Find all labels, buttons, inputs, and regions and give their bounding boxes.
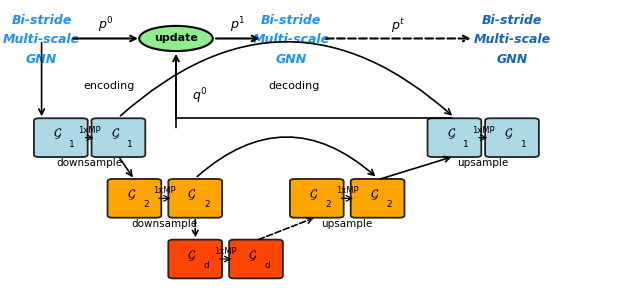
FancyBboxPatch shape xyxy=(485,118,539,157)
Text: 1xMP: 1xMP xyxy=(154,186,176,195)
Text: decoding: decoding xyxy=(269,81,320,91)
FancyBboxPatch shape xyxy=(229,240,283,278)
Text: downsample: downsample xyxy=(56,158,123,168)
FancyBboxPatch shape xyxy=(290,179,344,218)
Text: 2: 2 xyxy=(143,200,148,209)
FancyBboxPatch shape xyxy=(108,179,161,218)
Text: update: update xyxy=(154,33,198,44)
Text: GNN: GNN xyxy=(26,53,57,66)
Text: $\mathcal{G}$: $\mathcal{G}$ xyxy=(504,127,513,141)
Text: Multi-scale: Multi-scale xyxy=(253,33,330,46)
Text: 1: 1 xyxy=(463,140,468,149)
Text: $\mathcal{G}$: $\mathcal{G}$ xyxy=(188,248,196,263)
Text: Bi-stride: Bi-stride xyxy=(261,14,321,27)
FancyBboxPatch shape xyxy=(168,179,222,218)
Text: 2: 2 xyxy=(387,200,392,209)
Text: 1xMP: 1xMP xyxy=(78,126,101,135)
Text: $p^t$: $p^t$ xyxy=(391,16,406,35)
Text: $\mathcal{G}$: $\mathcal{G}$ xyxy=(111,127,120,141)
Text: d: d xyxy=(265,261,270,270)
Text: $\mathcal{G}$: $\mathcal{G}$ xyxy=(53,127,62,141)
Text: $\mathcal{G}$: $\mathcal{G}$ xyxy=(127,187,136,202)
Text: upsample: upsample xyxy=(458,158,509,168)
Text: 1xMP: 1xMP xyxy=(472,126,495,135)
Text: Bi-stride: Bi-stride xyxy=(482,14,542,27)
Text: $\mathcal{G}$: $\mathcal{G}$ xyxy=(370,187,379,202)
FancyBboxPatch shape xyxy=(168,240,222,278)
Text: $\mathcal{G}$: $\mathcal{G}$ xyxy=(188,187,196,202)
FancyBboxPatch shape xyxy=(351,179,404,218)
Text: upsample: upsample xyxy=(321,219,373,229)
FancyBboxPatch shape xyxy=(428,118,481,157)
Ellipse shape xyxy=(140,26,212,51)
Text: $\mathcal{G}$: $\mathcal{G}$ xyxy=(309,187,318,202)
Text: $\mathcal{G}$: $\mathcal{G}$ xyxy=(248,248,257,263)
Text: downsample: downsample xyxy=(132,219,198,229)
Text: GNN: GNN xyxy=(497,53,527,66)
Text: encoding: encoding xyxy=(83,81,134,91)
Text: 2: 2 xyxy=(326,200,331,209)
Text: Multi-scale: Multi-scale xyxy=(474,33,550,46)
Text: GNN: GNN xyxy=(276,53,307,66)
Text: 2: 2 xyxy=(204,200,209,209)
Text: $q^0$: $q^0$ xyxy=(192,87,207,106)
Text: $p^0$: $p^0$ xyxy=(98,16,113,35)
Text: $\mathcal{G}$: $\mathcal{G}$ xyxy=(447,127,456,141)
Text: 1xMP: 1xMP xyxy=(214,247,237,256)
Text: 1: 1 xyxy=(127,140,132,149)
Text: 1: 1 xyxy=(70,140,75,149)
Text: 1: 1 xyxy=(521,140,526,149)
FancyBboxPatch shape xyxy=(92,118,145,157)
Text: Bi-stride: Bi-stride xyxy=(12,14,72,27)
Text: 1xMP: 1xMP xyxy=(336,186,358,195)
Text: $p^1$: $p^1$ xyxy=(230,16,245,35)
FancyBboxPatch shape xyxy=(34,118,88,157)
Text: d: d xyxy=(204,261,209,270)
Text: Multi-scale: Multi-scale xyxy=(3,33,80,46)
